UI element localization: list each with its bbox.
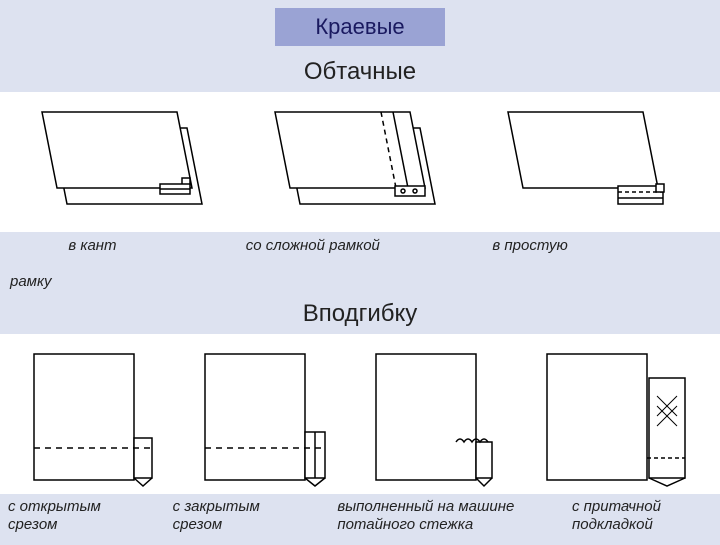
row1-diagrams — [0, 92, 720, 232]
diagram-closed-hem — [197, 348, 337, 488]
cap-simple-b: рамку — [10, 273, 52, 290]
main-title-badge: Краевые — [275, 8, 444, 46]
diagram-with-lining — [539, 348, 694, 488]
cap-blind-stitch: выполненный на машине потайного стежка — [337, 498, 557, 536]
cap-piping: в кант — [68, 237, 116, 254]
row2-diagrams — [0, 334, 720, 494]
diagram-piping — [32, 106, 222, 226]
diagram-complex-frame — [265, 106, 455, 226]
section2-title: Вподгибку — [0, 292, 720, 334]
diagram-blind-stitch — [368, 348, 508, 488]
header-band: Краевые — [0, 0, 720, 50]
cap-simple-a: в простую — [492, 237, 567, 254]
diagram-open-hem — [26, 348, 166, 488]
cap-open-hem: с открытым срезом — [8, 498, 158, 536]
cap-complex: со сложной рамкой — [246, 237, 380, 254]
cap-lining: с притачной подкладкой — [572, 498, 712, 536]
diagram-simple-frame — [498, 106, 688, 226]
row2-captions: с открытым срезом с закрытым срезом выпо… — [0, 494, 720, 545]
cap-closed-hem: с закрытым срезом — [173, 498, 323, 536]
section1-title: Обтачные — [0, 50, 720, 92]
row1-captions: в кант со сложной рамкой в простую рамку — [0, 232, 720, 292]
